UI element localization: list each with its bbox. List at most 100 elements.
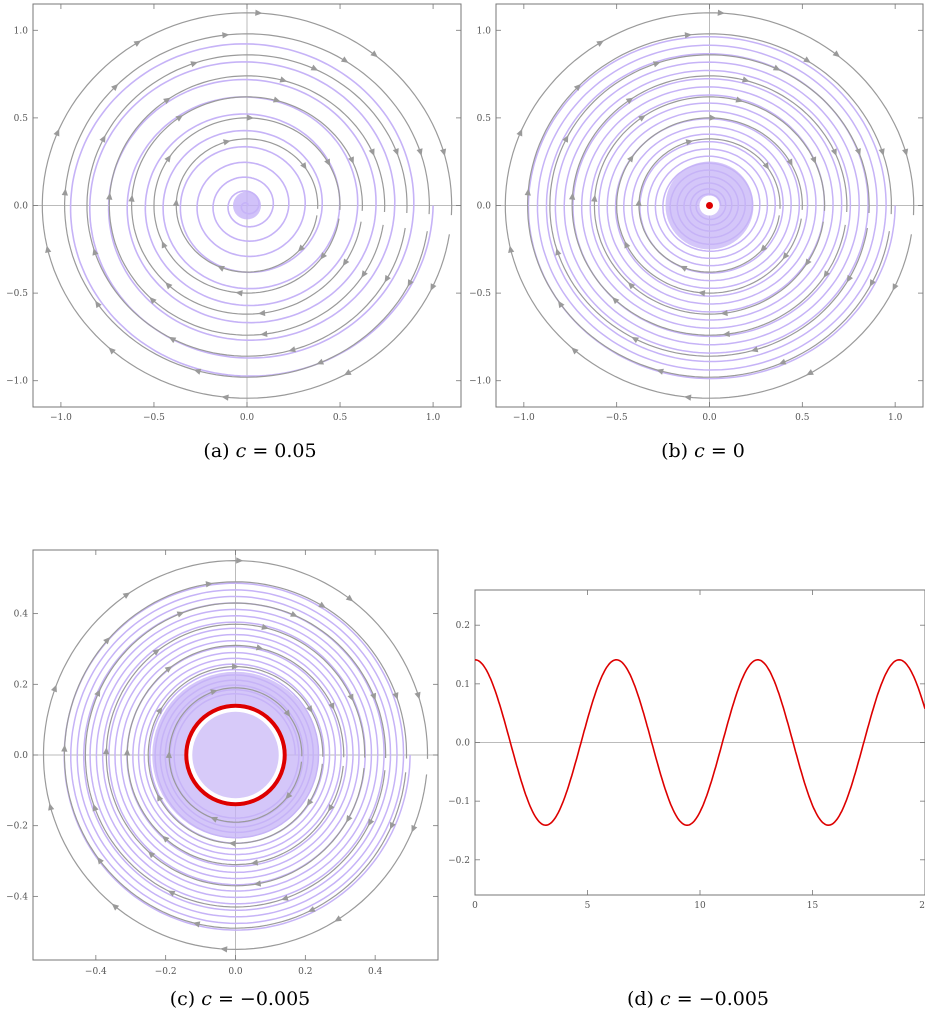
c-stream-arrow xyxy=(111,903,120,911)
b-stream-arrow xyxy=(571,347,579,355)
c-stream-line xyxy=(84,602,387,908)
b-stream-arrow xyxy=(596,40,604,47)
c-stream-arrow xyxy=(48,803,55,811)
b-stream-arrow xyxy=(762,162,769,170)
a-ytick-label: 0.5 xyxy=(14,114,29,124)
c-ytick-label: −0.2 xyxy=(6,822,28,832)
c-stream-arrow xyxy=(345,594,354,602)
c-stream-line xyxy=(126,644,345,866)
b-stream-arrow xyxy=(656,368,664,375)
b-stream-arrow xyxy=(591,194,598,202)
b-stream-arrow xyxy=(735,96,744,103)
c-stream-arrow xyxy=(318,601,326,608)
a-stream-arrow xyxy=(223,139,231,146)
a-stream-arrow xyxy=(133,40,142,47)
c-stream-line xyxy=(147,665,324,845)
a-stream-arrow xyxy=(300,162,307,170)
b-stream-arrow xyxy=(558,300,565,309)
phase-portrait-a: −1.0 −0.5 0.0 0.5 1.0 −1.0 −0.5 0.0 0.5 1.0 xyxy=(6,3,462,423)
a-stream-line xyxy=(108,75,386,336)
b-stream-line xyxy=(526,33,893,378)
b-stream-line xyxy=(549,54,870,357)
d-ytick-label: 0.0 xyxy=(456,739,471,749)
c-stream-arrow xyxy=(347,693,354,702)
a-stream-arrow xyxy=(106,192,113,200)
b-stream-arrow xyxy=(786,158,793,167)
c-stream-line xyxy=(105,623,366,887)
c-stream-arrow xyxy=(210,689,218,696)
b-equilibrium-point xyxy=(706,202,713,209)
b-stream-line xyxy=(616,117,803,294)
a-stream-arrow xyxy=(45,245,52,254)
a-stream-arrow xyxy=(222,32,230,39)
b-stream-arrow xyxy=(631,336,640,344)
a-stream-arrow xyxy=(255,9,263,16)
c-stream-arrow xyxy=(280,894,289,901)
b-xtick-label: 1.0 xyxy=(888,413,903,423)
caption-d-value: = −0.005 xyxy=(676,988,770,1010)
a-stream-line xyxy=(63,33,431,378)
b-stream-arrow xyxy=(562,135,569,143)
caption-a-value: = 0.05 xyxy=(252,440,317,462)
b-stream-arrow xyxy=(823,270,831,278)
a-stream-arrow xyxy=(279,76,288,83)
b-stream-arrow xyxy=(685,139,694,146)
a-stream-arrow xyxy=(163,97,171,105)
c-stream-arrow xyxy=(334,915,342,922)
b-stream-arrow xyxy=(741,76,750,83)
c-stream-arrow xyxy=(368,818,375,827)
a-spiral-core xyxy=(233,191,261,220)
a-stream-arrow xyxy=(175,115,184,122)
a-stream-line xyxy=(41,12,453,399)
time-series-d: 0 5 10 15 20 −0.2 −0.1 0.0 0.1 0.2 xyxy=(448,589,925,911)
c-stream-arrow xyxy=(328,804,335,812)
b-stream-arrow xyxy=(627,154,634,163)
c-stream-arrow xyxy=(290,610,298,617)
b-stream-arrow xyxy=(760,244,768,252)
a-stream-arrow xyxy=(343,369,352,376)
c-stream-arrow xyxy=(165,750,173,759)
caption-c-value: = −0.005 xyxy=(217,988,311,1010)
b-stream-line xyxy=(593,96,826,315)
a-stream-arrow xyxy=(165,282,173,290)
c-stream-arrow xyxy=(328,702,335,711)
b-stream-arrow xyxy=(720,309,728,317)
c-inner-disc xyxy=(192,711,279,799)
c-xtick-label: 0.2 xyxy=(298,967,312,977)
b-stream-arrow xyxy=(778,358,787,365)
b-ytick-label: −1.0 xyxy=(469,377,491,387)
b-stream-line xyxy=(504,12,915,399)
c-stream-arrow xyxy=(164,666,173,673)
c-stream-arrow xyxy=(167,890,176,897)
b-xtick-label: −1.0 xyxy=(513,413,535,423)
b-stream-arrow xyxy=(832,50,841,58)
b-ytick-label: 0.0 xyxy=(477,202,492,212)
b-stream-arrow xyxy=(516,128,523,137)
a-stream-arrow xyxy=(149,296,157,305)
c-xtick-label: −0.4 xyxy=(85,967,107,977)
caption-a-label: (a) xyxy=(203,440,230,462)
c-stream-arrow xyxy=(228,840,236,847)
b-stream-arrow xyxy=(635,198,642,207)
a-ytick-label: 1.0 xyxy=(14,26,29,36)
a-stream-arrow xyxy=(273,96,281,103)
c-stream-arrow xyxy=(253,880,262,887)
c-stream-arrow xyxy=(94,689,101,697)
phase-portrait-c: −0.4 −0.2 0.0 0.2 0.4 −0.4 −0.2 0.0 0.2 0.4 xyxy=(6,549,439,977)
c-stream-arrow xyxy=(103,637,111,645)
c-stream-arrow xyxy=(122,592,131,599)
c-stream-arrow xyxy=(236,557,244,564)
phase-portrait-b: −1.0 −0.5 0.0 0.5 1.0 −1.0 −0.5 0.0 0.5 1.0 xyxy=(469,3,924,423)
b-stream-arrow xyxy=(508,245,515,254)
caption-b-label: (b) xyxy=(661,440,689,462)
a-stream-arrow xyxy=(221,394,229,401)
a-stream-arrow xyxy=(348,156,354,165)
c-limit-cycle xyxy=(184,703,287,807)
caption-a: (a) c = 0.05 xyxy=(160,440,360,462)
c-stream-arrow xyxy=(192,921,201,928)
b-stream-arrow xyxy=(573,83,582,92)
c-stream-arrow xyxy=(97,856,104,865)
a-stream-arrow xyxy=(95,300,102,309)
c-xtick-label: 0.0 xyxy=(228,967,243,977)
a-ytick-label: −1.0 xyxy=(6,377,28,387)
